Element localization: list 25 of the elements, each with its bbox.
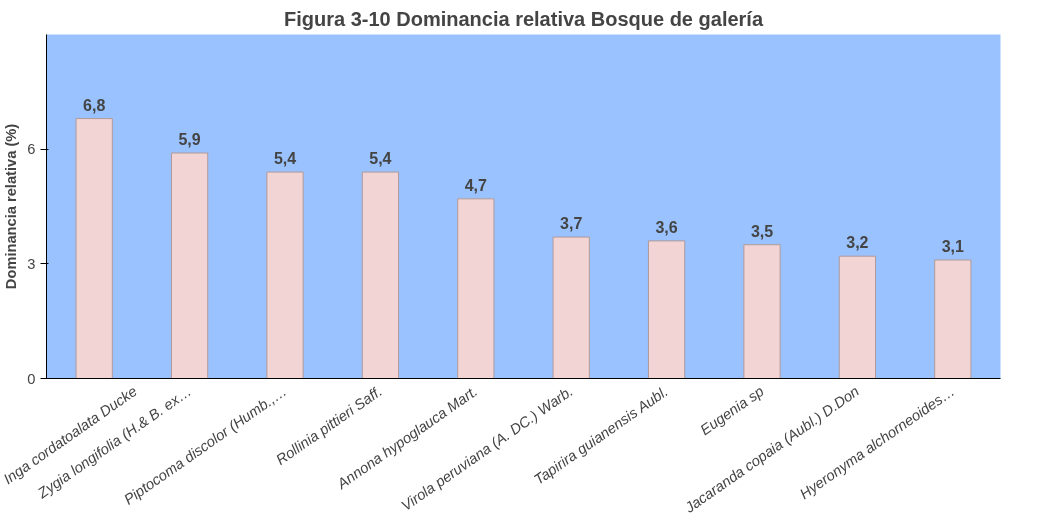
bar <box>457 198 495 379</box>
data-label: 3,1 <box>941 238 965 256</box>
y-axis-title: Dominancia relativa (%) <box>3 123 20 290</box>
data-label: 5,9 <box>178 130 201 148</box>
bar <box>170 152 209 379</box>
y-tick-label: 0 <box>27 370 36 387</box>
data-label: 3,5 <box>750 222 774 240</box>
bar <box>934 259 972 379</box>
data-label: 3,7 <box>560 215 583 233</box>
bar <box>75 118 113 379</box>
data-label: 6,8 <box>83 96 106 114</box>
bar <box>266 171 304 379</box>
data-label: 3,2 <box>846 234 869 252</box>
bar <box>647 240 686 379</box>
bar <box>552 236 590 379</box>
data-label: 3,6 <box>655 218 678 236</box>
data-label: 4,7 <box>464 176 488 194</box>
bar <box>838 255 877 379</box>
bar <box>743 244 781 379</box>
y-tick-label: 3 <box>27 255 36 272</box>
y-tick-label: 6 <box>27 141 36 158</box>
data-label: 5,4 <box>273 150 297 168</box>
chart-title: Figura 3-10 Dominancia relativa Bosque de galería <box>283 7 764 30</box>
bar <box>361 171 400 379</box>
data-label: 5,4 <box>369 150 392 168</box>
